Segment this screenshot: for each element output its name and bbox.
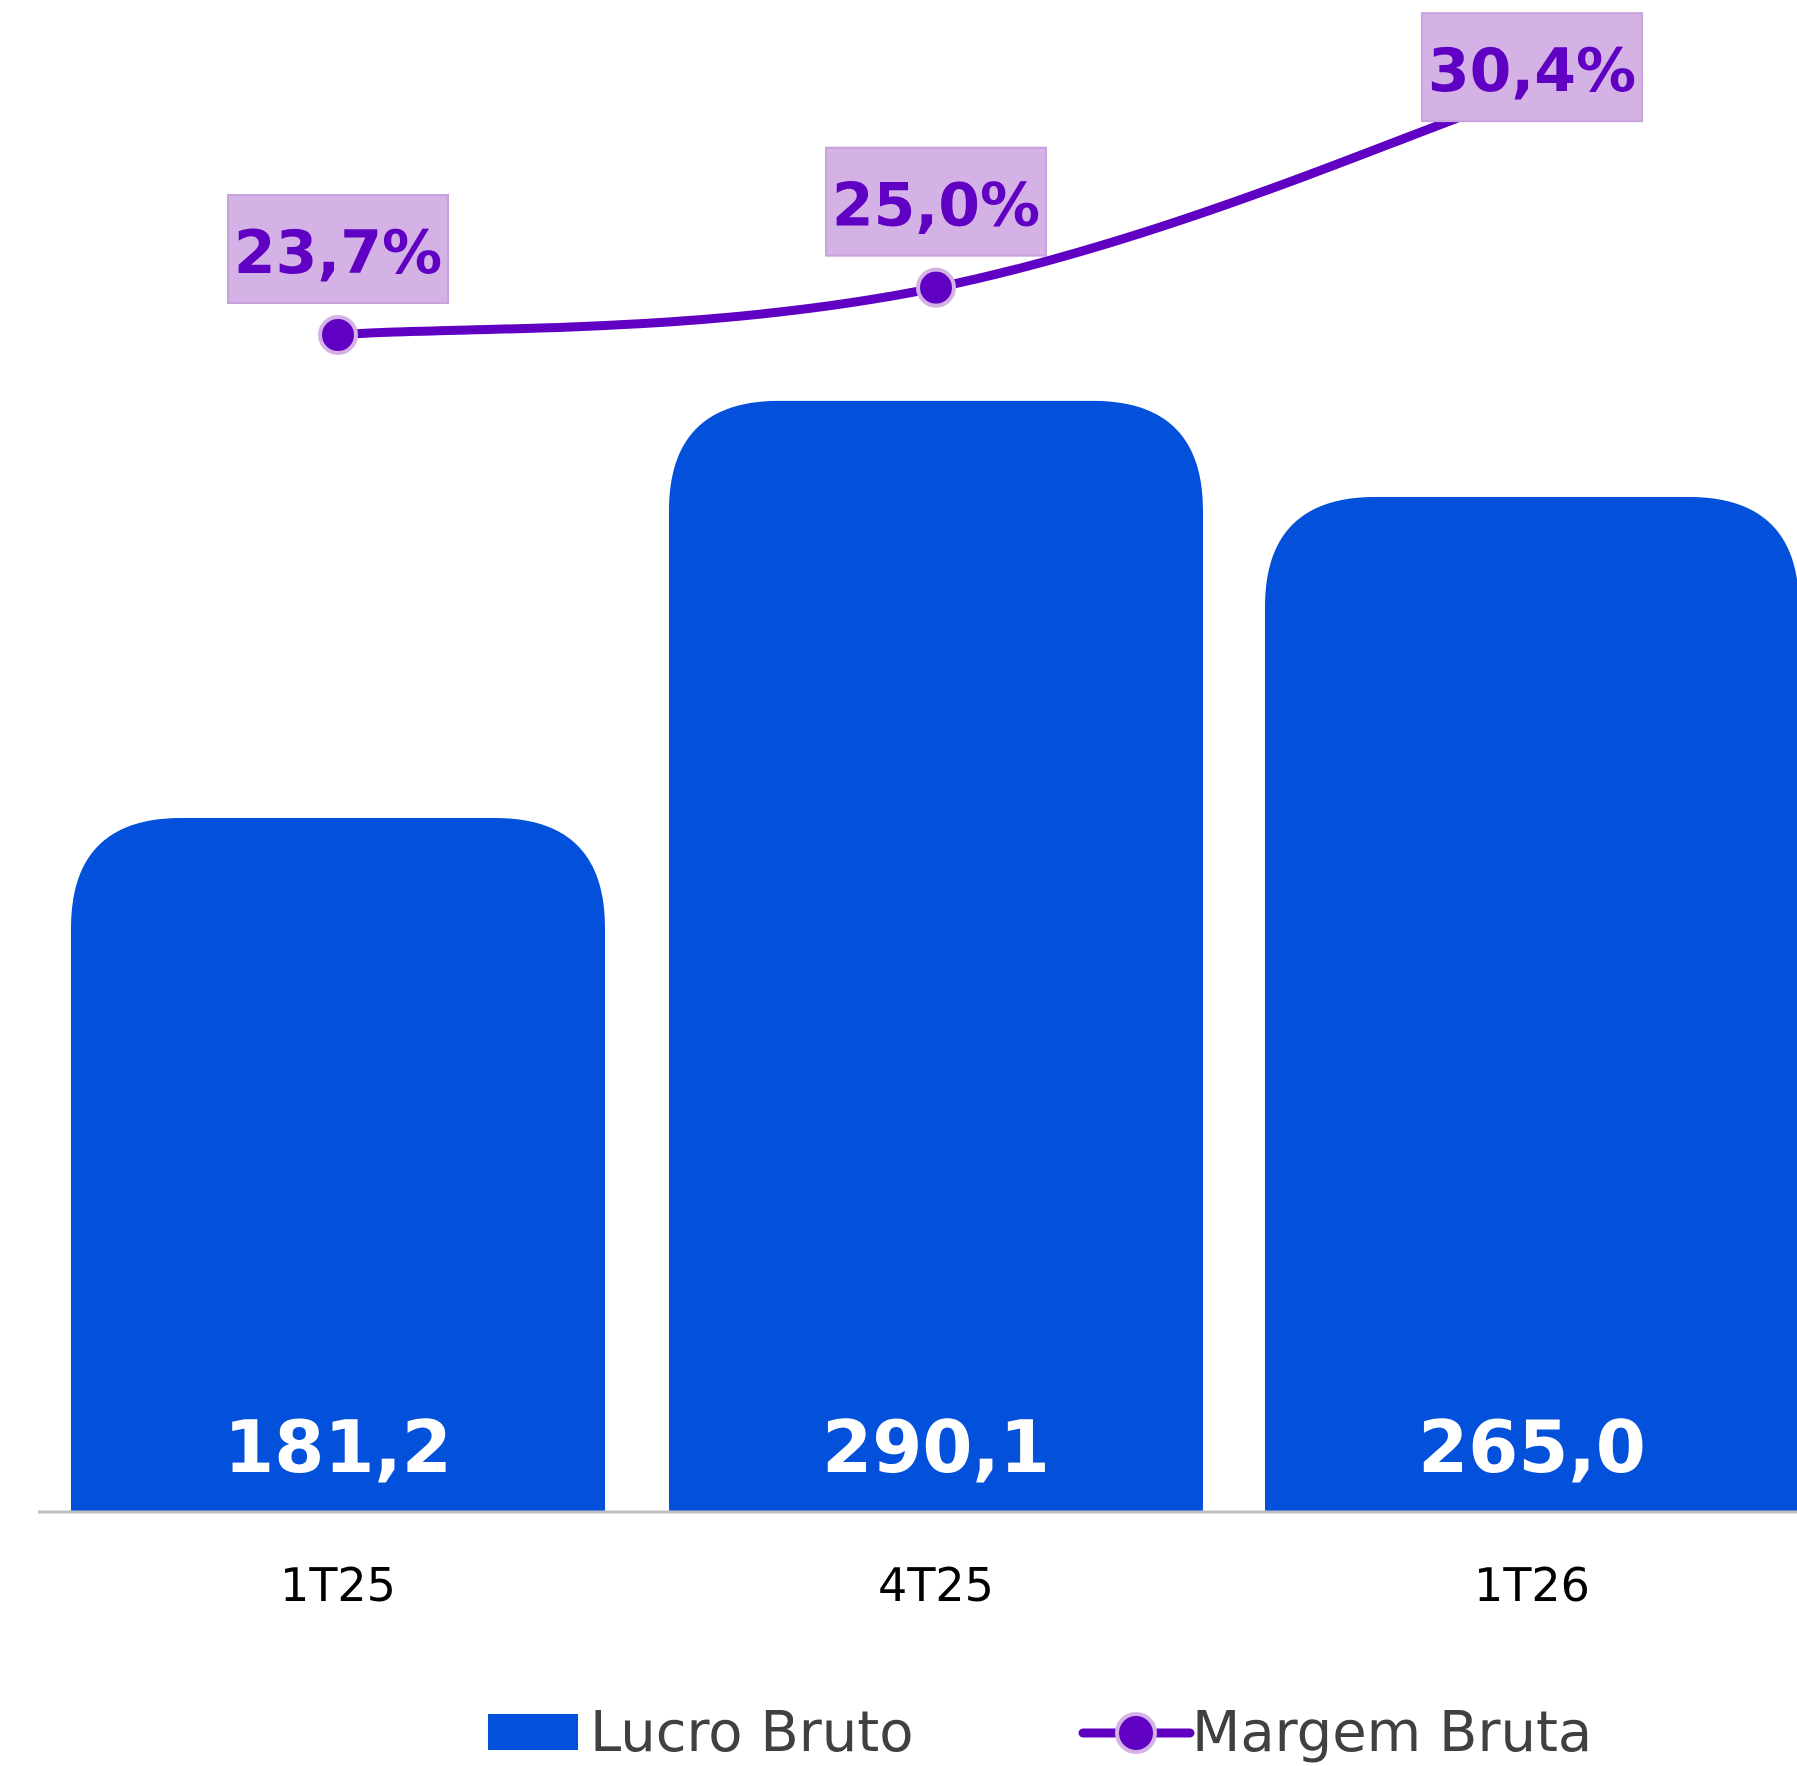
bar-1t25 [71,818,605,1512]
bar-value-label-4t25: 290,1 [822,1405,1050,1489]
bar-value-label-1t25: 181,2 [224,1405,452,1489]
margin-point-4t25 [916,267,956,308]
margin-label-box-1t25 [227,194,449,304]
x-tick-label-1t26: 1T26 [1474,1558,1590,1612]
labels-layer: 181,2 1T25 290,1 4T25 265,0 1T26 23,7% 25,0% 30,… [224,12,1646,1612]
margin-label-box-1t26 [1421,12,1643,123]
legend: Lucro Bruto Margem Bruta [488,1700,1592,1765]
bars-layer [71,400,1797,1512]
bar-value-label-1t26: 265,0 [1418,1405,1646,1489]
margin-value-label-4t25: 25,0% [832,171,1040,241]
margin-line-layer [318,86,1537,355]
margin-value-label-1t26: 30,4% [1428,36,1636,106]
margin-value-label-1t25: 23,7% [234,218,442,288]
legend-swatch-marker-margem-bruta [1115,1712,1157,1754]
legend-label-margem-bruta: Margem Bruta [1192,1700,1592,1765]
x-tick-label-4t25: 4T25 [878,1558,994,1612]
bar-4t25 [669,400,1203,1512]
margin-point-1t25 [318,315,358,355]
margin-label-box-4t25 [825,146,1047,257]
bar-1t26 [1265,497,1797,1512]
legend-swatch-lucro-bruto [488,1714,578,1750]
legend-label-lucro-bruto: Lucro Bruto [590,1700,914,1765]
x-tick-label-1t25: 1T25 [280,1558,396,1612]
